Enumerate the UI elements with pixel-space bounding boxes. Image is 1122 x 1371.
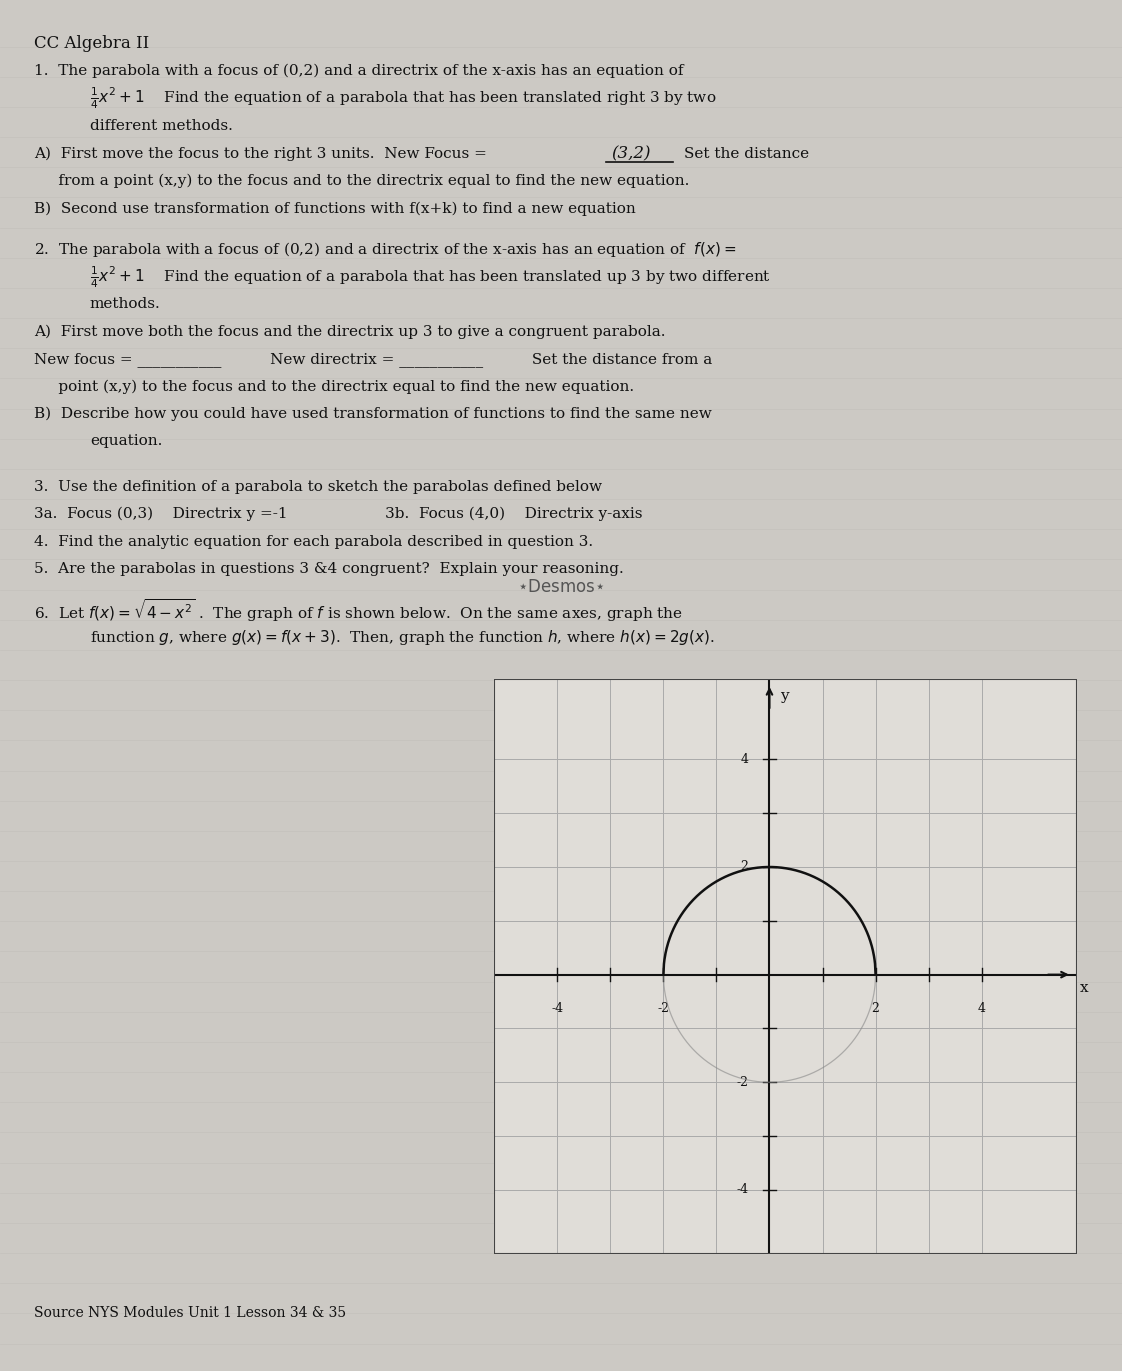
- Text: New focus = ___________          New directrix = ___________          Set the di: New focus = ___________ New directrix = …: [34, 352, 712, 366]
- Text: A)  First move the focus to the right 3 units.  New Focus =: A) First move the focus to the right 3 u…: [34, 147, 491, 160]
- Text: 3.  Use the definition of a parabola to sketch the parabolas defined below: 3. Use the definition of a parabola to s…: [34, 480, 601, 494]
- Text: 4.  Find the analytic equation for each parabola described in question 3.: 4. Find the analytic equation for each p…: [34, 535, 592, 548]
- Text: different methods.: different methods.: [90, 119, 232, 133]
- Text: y: y: [780, 690, 789, 703]
- Text: 4: 4: [741, 753, 748, 766]
- Text: 1.  The parabola with a focus of (0,2) and a directrix of the x-axis has an equa: 1. The parabola with a focus of (0,2) an…: [34, 64, 683, 78]
- Text: (3,2): (3,2): [611, 145, 651, 162]
- Text: from a point (x,y) to the focus and to the directrix equal to find the new equat: from a point (x,y) to the focus and to t…: [34, 174, 689, 188]
- Text: point (x,y) to the focus and to the directrix equal to find the new equation.: point (x,y) to the focus and to the dire…: [34, 380, 634, 393]
- Text: equation.: equation.: [90, 435, 163, 448]
- Text: 3a.  Focus (0,3)    Directrix y =-1                    3b.  Focus (4,0)    Direc: 3a. Focus (0,3) Directrix y =-1 3b. Focu…: [34, 507, 642, 521]
- Text: A)  First move both the focus and the directrix up 3 to give a congruent parabol: A) First move both the focus and the dir…: [34, 325, 665, 339]
- Text: -2: -2: [657, 1002, 670, 1015]
- Text: B)  Second use transformation of functions with f(x+k) to find a new equation: B) Second use transformation of function…: [34, 202, 635, 215]
- Text: $\star$Desmos$\star$: $\star$Desmos$\star$: [517, 577, 605, 596]
- Text: 2: 2: [741, 861, 748, 873]
- Text: 6.  Let $f(x) = \sqrt{4-x^2}$ .  The graph of $f$ is shown below.  On the same a: 6. Let $f(x) = \sqrt{4-x^2}$ . The graph…: [34, 596, 682, 624]
- Text: Source NYS Modules Unit 1 Lesson 34 & 35: Source NYS Modules Unit 1 Lesson 34 & 35: [34, 1307, 346, 1320]
- Text: 5.  Are the parabolas in questions 3 &4 congruent?  Explain your reasoning.: 5. Are the parabolas in questions 3 &4 c…: [34, 562, 624, 576]
- Text: 2.  The parabola with a focus of (0,2) and a directrix of the x-axis has an equa: 2. The parabola with a focus of (0,2) an…: [34, 240, 736, 259]
- Text: 2: 2: [872, 1002, 880, 1015]
- Text: methods.: methods.: [90, 298, 160, 311]
- Text: Set the distance: Set the distance: [684, 147, 810, 160]
- Text: function $g$, where $g(x) = f(x+3)$.  Then, graph the function $h$, where $h(x) : function $g$, where $g(x) = f(x+3)$. The…: [90, 628, 715, 647]
- Text: -4: -4: [736, 1183, 748, 1197]
- Text: $\frac{1}{4}x^2 + 1$    Find the equation of a parabola that has been translated: $\frac{1}{4}x^2 + 1$ Find the equation o…: [90, 265, 771, 289]
- Text: -4: -4: [551, 1002, 563, 1015]
- Text: CC Algebra II: CC Algebra II: [34, 36, 149, 52]
- Text: -2: -2: [736, 1076, 748, 1089]
- Text: B)  Describe how you could have used transformation of functions to find the sam: B) Describe how you could have used tran…: [34, 407, 711, 421]
- Text: 4: 4: [977, 1002, 985, 1015]
- Text: $\frac{1}{4}x^2+1$    Find the equation of a parabola that has been translated r: $\frac{1}{4}x^2+1$ Find the equation of …: [90, 86, 716, 111]
- Text: x: x: [1079, 982, 1088, 995]
